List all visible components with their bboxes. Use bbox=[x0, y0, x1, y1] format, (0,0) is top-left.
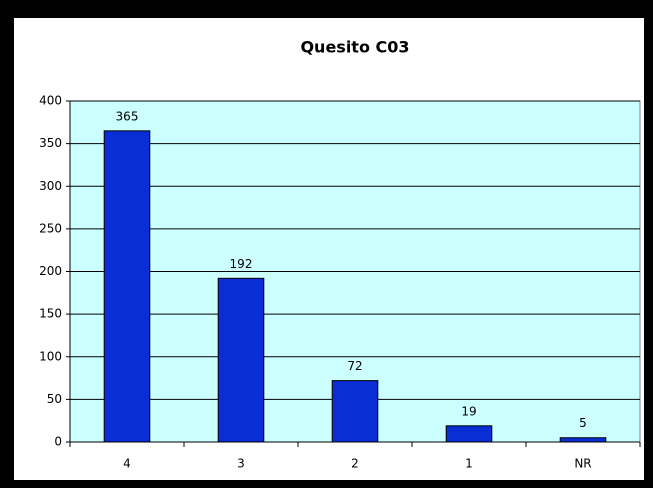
bar bbox=[217, 277, 265, 443]
chart-title: Quesito C03 bbox=[300, 38, 409, 57]
y-tick-label: 50 bbox=[47, 392, 62, 406]
data-label: 365 bbox=[116, 109, 139, 123]
data-label: 5 bbox=[579, 416, 587, 430]
data-label: 19 bbox=[461, 404, 476, 418]
bar bbox=[103, 130, 151, 443]
y-tick-label: 250 bbox=[39, 221, 62, 235]
bar bbox=[331, 380, 379, 443]
x-tick-label: 3 bbox=[237, 457, 245, 471]
y-tick-label: 100 bbox=[39, 349, 62, 363]
x-tick-label: 1 bbox=[465, 457, 473, 471]
bar bbox=[559, 437, 607, 443]
x-tick-label: NR bbox=[574, 457, 591, 471]
data-label: 72 bbox=[347, 359, 362, 373]
y-tick-label: 400 bbox=[39, 94, 62, 108]
y-tick-label: 0 bbox=[54, 435, 62, 449]
y-tick-label: 350 bbox=[39, 136, 62, 150]
data-label: 192 bbox=[230, 257, 253, 271]
x-tick-label: 2 bbox=[351, 457, 359, 471]
y-tick-label: 300 bbox=[39, 179, 62, 193]
bar bbox=[445, 425, 493, 443]
x-tick-label: 4 bbox=[123, 457, 131, 471]
y-tick-label: 150 bbox=[39, 307, 62, 321]
y-tick-label: 200 bbox=[39, 264, 62, 278]
